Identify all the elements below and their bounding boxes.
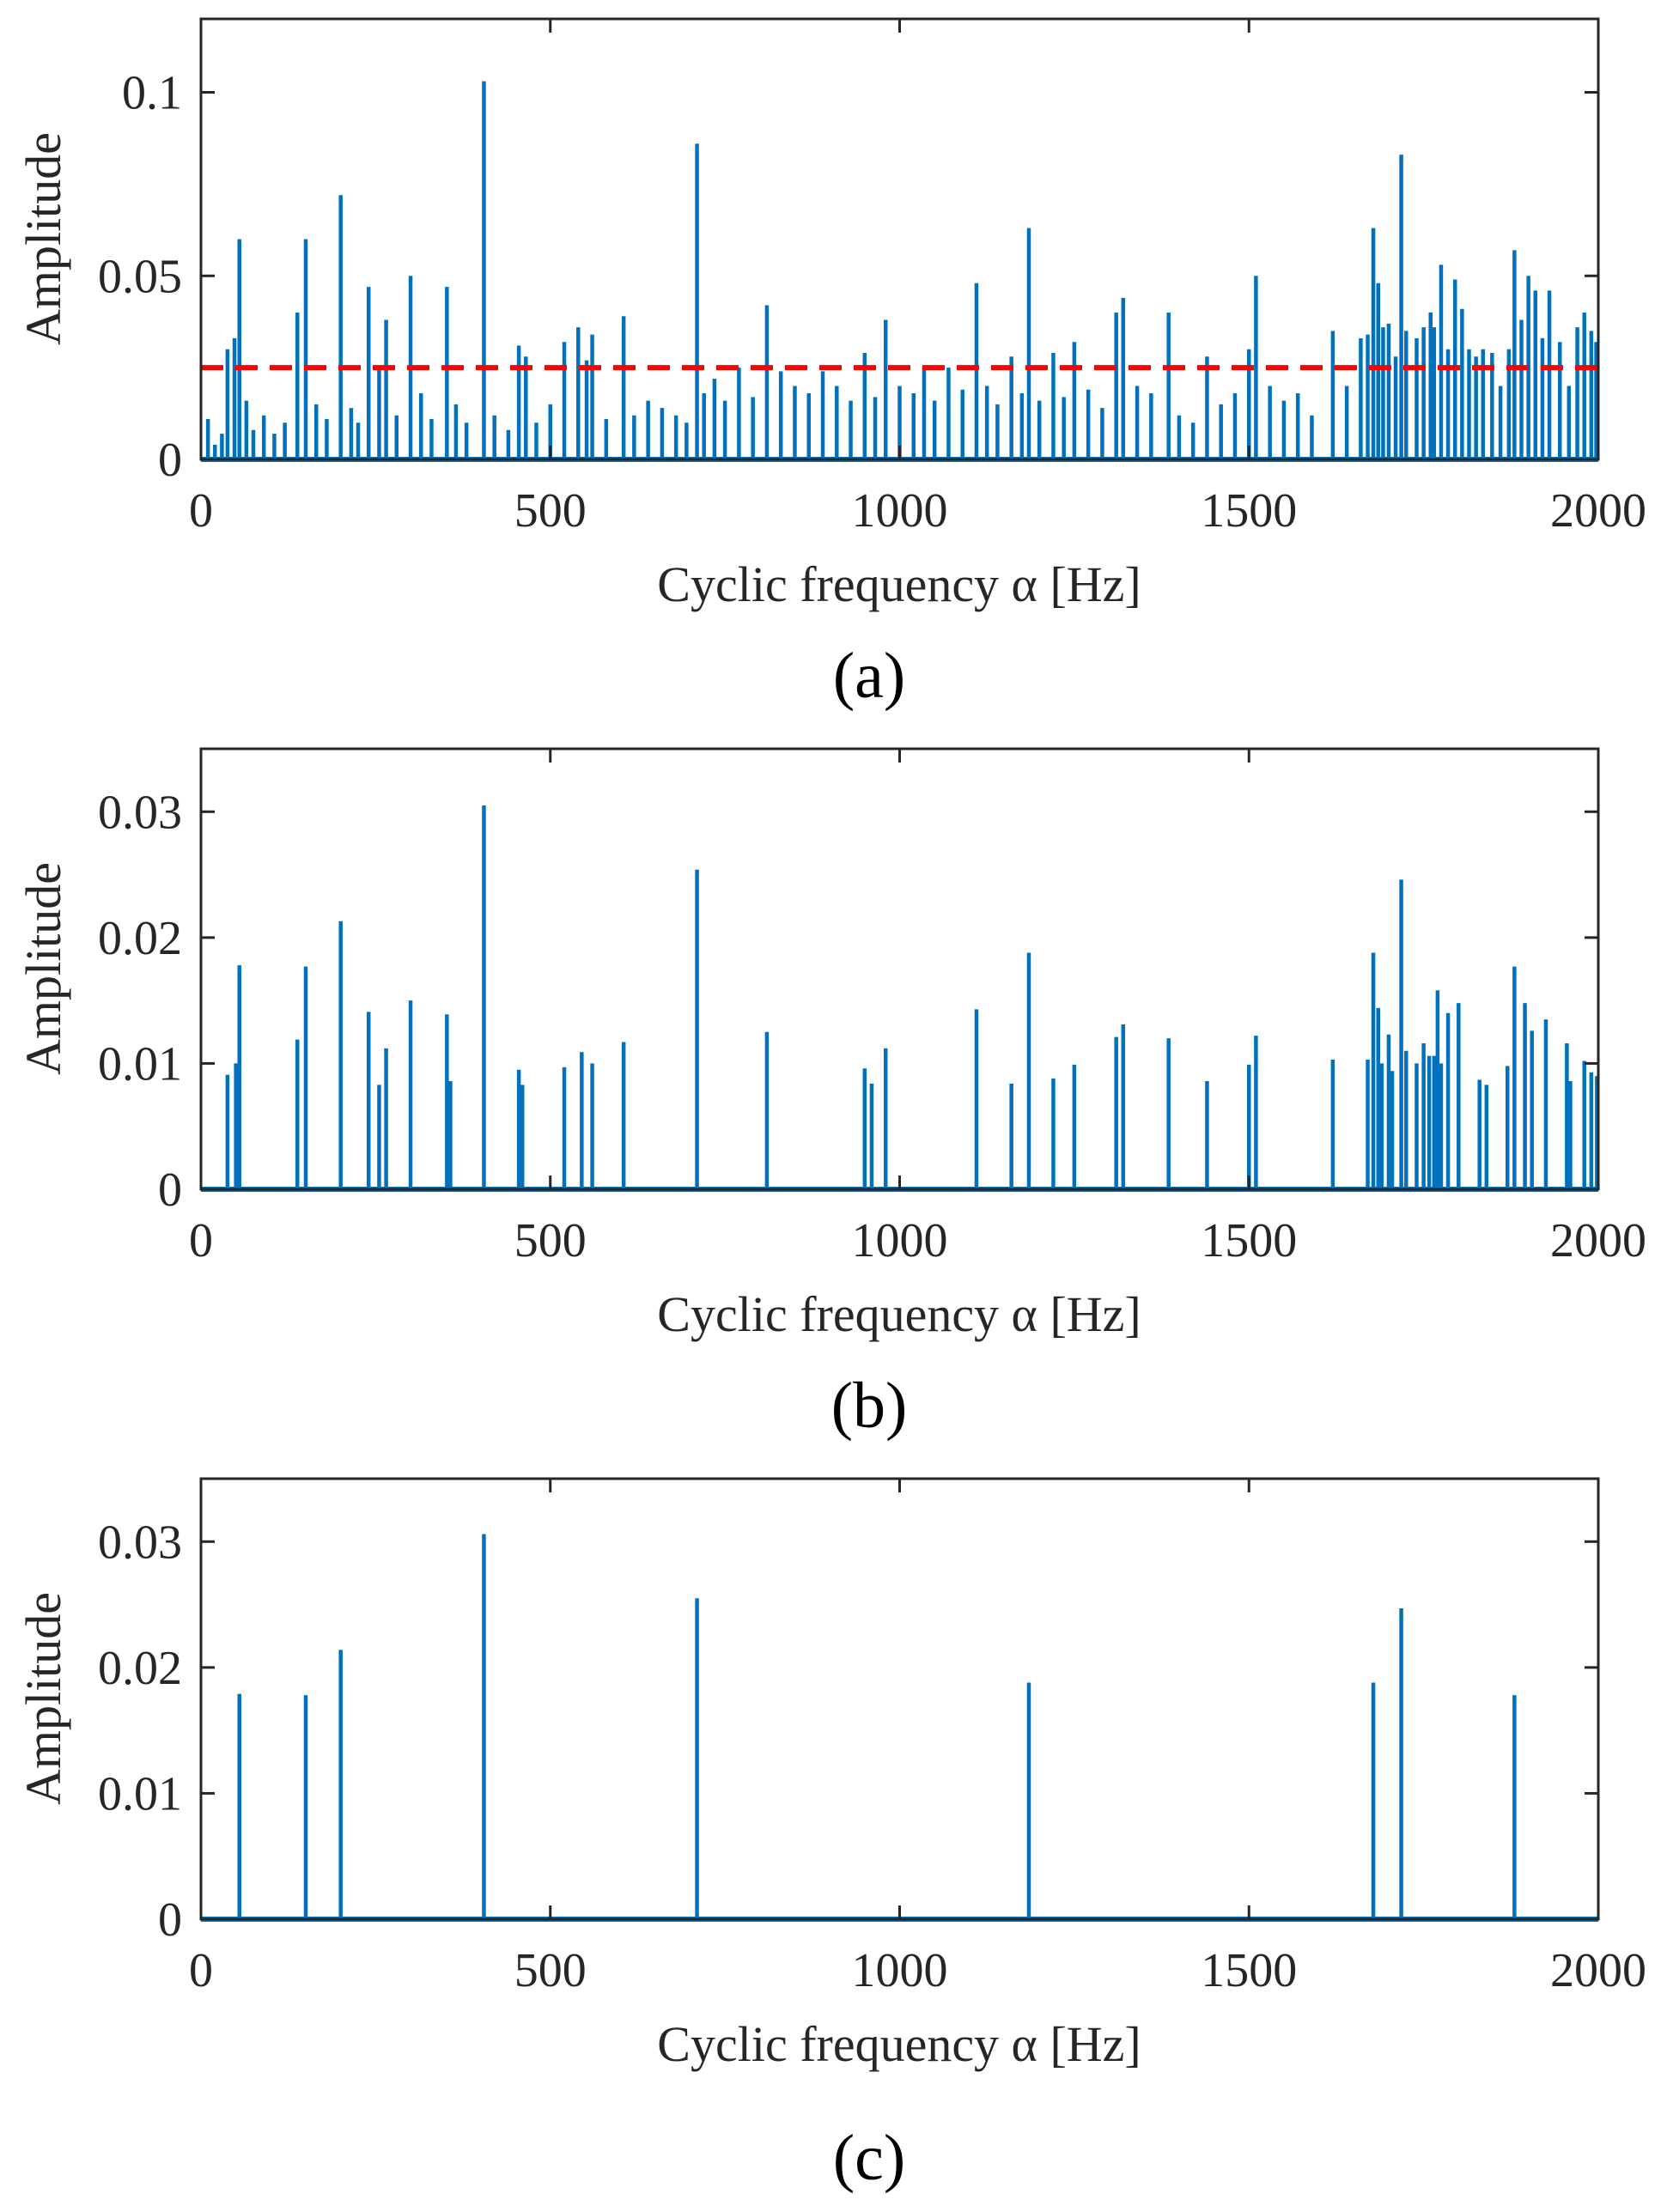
chart-a-xtick-label-0: 0 [189, 484, 213, 538]
chart-c-ytick-label-0: 0 [158, 1893, 182, 1947]
chart-c-frame [199, 1477, 1600, 1921]
chart-panel-b: 0 500 1000 1500 2000 0 0.01 0.02 0.03 Cyclic fre… [0, 730, 1667, 1460]
chart-b-xlabel: Cyclic frequency α [Hz] [657, 1286, 1141, 1342]
chart-b-ylabel: Amplitude [15, 862, 71, 1075]
chart-c-ytick-label-3: 0.03 [98, 1516, 182, 1569]
chart-c-ytick-label-2: 0.02 [98, 1642, 182, 1695]
chart-panel-a: 0 500 1000 1500 2000 0 0.05 0.1 Cyclic frequenc… [0, 0, 1667, 730]
chart-a-svg: 0 500 1000 1500 2000 0 0.05 0.1 Cyclic frequenc… [15, 17, 1646, 712]
chart-c-ylabel: Amplitude [15, 1592, 71, 1805]
chart-a-ytick-label-2: 0.1 [122, 67, 182, 120]
chart-a-xtick-label-4: 2000 [1550, 484, 1646, 538]
chart-c-xtick-label-1: 500 [514, 1944, 587, 1997]
chart-c-ticks: 0 500 1000 1500 2000 0 0.01 0.02 0.03 [98, 1479, 1646, 1997]
chart-c-svg: 0 500 1000 1500 2000 0 0.01 0.02 0.03 Cyclic fre… [15, 1477, 1646, 2194]
chart-b-xtick-label-0: 0 [189, 1214, 213, 1267]
chart-b-ticks: 0 500 1000 1500 2000 0 0.01 0.02 0.03 [98, 749, 1646, 1267]
chart-b-ytick-label-0: 0 [158, 1164, 182, 1217]
chart-c-xtick-label-4: 2000 [1550, 1944, 1646, 1997]
chart-b-plot [201, 805, 1599, 1192]
chart-c-xtick-label-2: 1000 [852, 1944, 948, 1997]
chart-b-xtick-label-4: 2000 [1550, 1214, 1646, 1267]
chart-a-xlabel: Cyclic frequency α [Hz] [657, 556, 1141, 612]
chart-c-panel-label: (c) [833, 2122, 905, 2194]
chart-c-xtick-label-3: 1500 [1201, 1944, 1297, 1997]
chart-c-xlabel: Cyclic frequency α [Hz] [657, 2016, 1141, 2072]
chart-a-xtick-label-1: 500 [514, 484, 587, 538]
chart-panel-c: 0 500 1000 1500 2000 0 0.01 0.02 0.03 Cyclic fre… [0, 1460, 1667, 2212]
chart-b-panel-label: (b) [831, 1370, 908, 1442]
chart-b-ytick-label-1: 0.01 [98, 1037, 182, 1091]
chart-a-panel-label: (a) [833, 640, 905, 712]
chart-a-xtick-label-3: 1500 [1201, 484, 1297, 538]
chart-b-xtick-label-3: 1500 [1201, 1214, 1297, 1267]
chart-a-ytick-label-0: 0 [158, 434, 182, 487]
chart-a-ylabel: Amplitude [15, 132, 71, 345]
chart-a-ticks: 0 500 1000 1500 2000 0 0.05 0.1 [98, 19, 1646, 538]
chart-b-svg: 0 500 1000 1500 2000 0 0.01 0.02 0.03 Cyclic fre… [15, 747, 1646, 1442]
chart-b-xtick-label-1: 500 [514, 1214, 587, 1267]
chart-b-xtick-label-2: 1000 [852, 1214, 948, 1267]
chart-a-ytick-label-1: 0.05 [98, 250, 182, 303]
chart-c-xtick-label-0: 0 [189, 1944, 213, 1997]
chart-c-ytick-label-1: 0.01 [98, 1767, 182, 1820]
chart-b-ytick-label-2: 0.02 [98, 912, 182, 965]
chart-a-xtick-label-2: 1000 [852, 484, 948, 538]
chart-c-plot [201, 1534, 1598, 1922]
chart-b-ytick-label-3: 0.03 [98, 786, 182, 839]
chart-a-plot [201, 81, 1598, 462]
